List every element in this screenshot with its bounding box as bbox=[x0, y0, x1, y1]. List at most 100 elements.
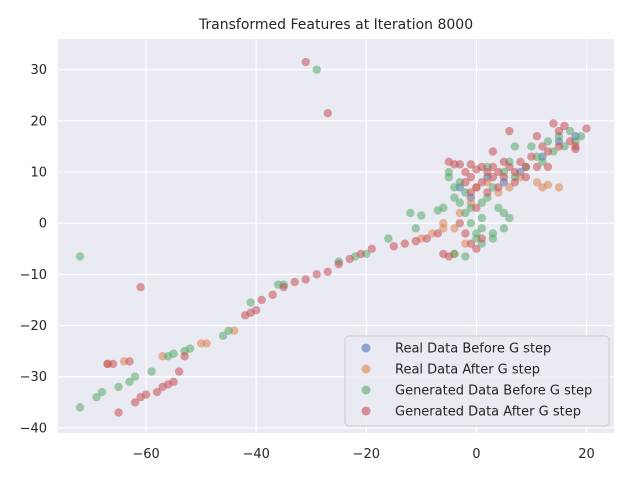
data-point bbox=[422, 234, 432, 243]
y-tick-label: 0 bbox=[39, 217, 47, 232]
y-tick-label: 30 bbox=[30, 63, 47, 78]
data-point bbox=[521, 172, 531, 182]
y-tick-label: −20 bbox=[20, 319, 47, 334]
data-point bbox=[417, 211, 426, 220]
data-point bbox=[532, 132, 542, 141]
data-point bbox=[444, 167, 454, 177]
x-tick-label: −20 bbox=[353, 447, 380, 462]
data-point bbox=[461, 252, 470, 261]
data-point bbox=[218, 331, 228, 340]
data-point bbox=[323, 267, 332, 277]
data-point bbox=[461, 229, 470, 238]
data-point bbox=[483, 188, 492, 197]
data-point bbox=[565, 137, 575, 146]
data-point bbox=[472, 244, 481, 253]
data-point bbox=[279, 282, 288, 292]
data-point bbox=[406, 208, 415, 218]
data-point bbox=[290, 277, 299, 287]
data-point bbox=[582, 124, 591, 133]
data-point bbox=[147, 367, 156, 376]
data-point bbox=[477, 162, 487, 172]
data-point bbox=[499, 224, 509, 233]
data-point bbox=[312, 270, 321, 279]
data-point bbox=[554, 183, 564, 192]
data-point bbox=[125, 357, 134, 366]
x-tick-labels: −60 −40 −20 0 20 bbox=[132, 447, 594, 462]
data-point bbox=[257, 295, 266, 305]
data-point bbox=[356, 249, 365, 259]
legend-label: Generated Data Before G step bbox=[395, 384, 592, 399]
data-point bbox=[538, 142, 547, 151]
data-point bbox=[505, 162, 514, 172]
data-point bbox=[444, 252, 454, 261]
y-tick-label: 20 bbox=[30, 114, 47, 129]
data-point bbox=[455, 198, 465, 207]
legend-box bbox=[344, 335, 610, 427]
data-point bbox=[125, 377, 134, 387]
data-point bbox=[499, 172, 509, 182]
data-point bbox=[560, 121, 569, 131]
data-point bbox=[251, 305, 261, 315]
data-point bbox=[97, 387, 107, 397]
data-point bbox=[505, 126, 514, 136]
y-tick-label: 10 bbox=[30, 166, 47, 181]
data-point bbox=[510, 167, 520, 177]
data-point bbox=[510, 142, 520, 151]
data-point bbox=[202, 339, 211, 348]
data-point bbox=[450, 224, 459, 233]
data-point bbox=[483, 167, 492, 177]
legend-label: Generated Data After G step bbox=[395, 405, 581, 420]
data-point bbox=[466, 239, 476, 248]
data-point bbox=[543, 147, 553, 156]
data-point bbox=[450, 183, 459, 192]
data-point bbox=[246, 298, 255, 307]
data-point bbox=[461, 208, 470, 218]
data-point bbox=[543, 137, 553, 146]
data-point bbox=[472, 183, 481, 192]
data-point bbox=[494, 183, 503, 192]
data-point bbox=[455, 160, 465, 169]
data-point bbox=[477, 234, 487, 243]
x-tick-label: 20 bbox=[578, 447, 595, 462]
data-point bbox=[510, 178, 520, 187]
data-point bbox=[450, 193, 459, 202]
data-point bbox=[505, 213, 514, 223]
x-tick-label: −60 bbox=[132, 447, 159, 462]
y-tick-label: −30 bbox=[20, 370, 47, 385]
data-point bbox=[345, 254, 354, 264]
data-point bbox=[543, 180, 553, 190]
data-point bbox=[224, 326, 233, 335]
data-point bbox=[130, 372, 140, 381]
data-point bbox=[499, 208, 509, 218]
data-point bbox=[75, 403, 85, 412]
data-point bbox=[384, 234, 393, 243]
data-point bbox=[565, 126, 575, 136]
data-point bbox=[571, 144, 580, 154]
data-point bbox=[488, 147, 498, 156]
data-point bbox=[516, 157, 525, 167]
data-point bbox=[488, 234, 498, 243]
data-point bbox=[114, 408, 123, 417]
data-point bbox=[466, 160, 476, 169]
legend-label: Real Data Before G step bbox=[395, 342, 551, 357]
data-point bbox=[521, 162, 531, 172]
data-point bbox=[543, 162, 553, 172]
x-tick-label: 0 bbox=[472, 447, 480, 462]
y-tick-label: −10 bbox=[20, 268, 47, 283]
data-point bbox=[499, 157, 509, 167]
legend-marker bbox=[361, 364, 371, 374]
legend-marker bbox=[361, 385, 371, 395]
data-point bbox=[554, 142, 564, 151]
data-point bbox=[439, 224, 448, 233]
chart-title: Transformed Features at Iteration 8000 bbox=[198, 17, 473, 33]
data-point bbox=[323, 108, 332, 118]
data-point bbox=[494, 167, 503, 177]
data-point bbox=[389, 242, 399, 251]
data-point bbox=[488, 162, 498, 172]
data-point bbox=[136, 282, 145, 292]
legend-label: Real Data After G step bbox=[395, 363, 540, 378]
data-point bbox=[169, 377, 178, 387]
data-point bbox=[367, 244, 376, 253]
data-point bbox=[477, 213, 487, 223]
